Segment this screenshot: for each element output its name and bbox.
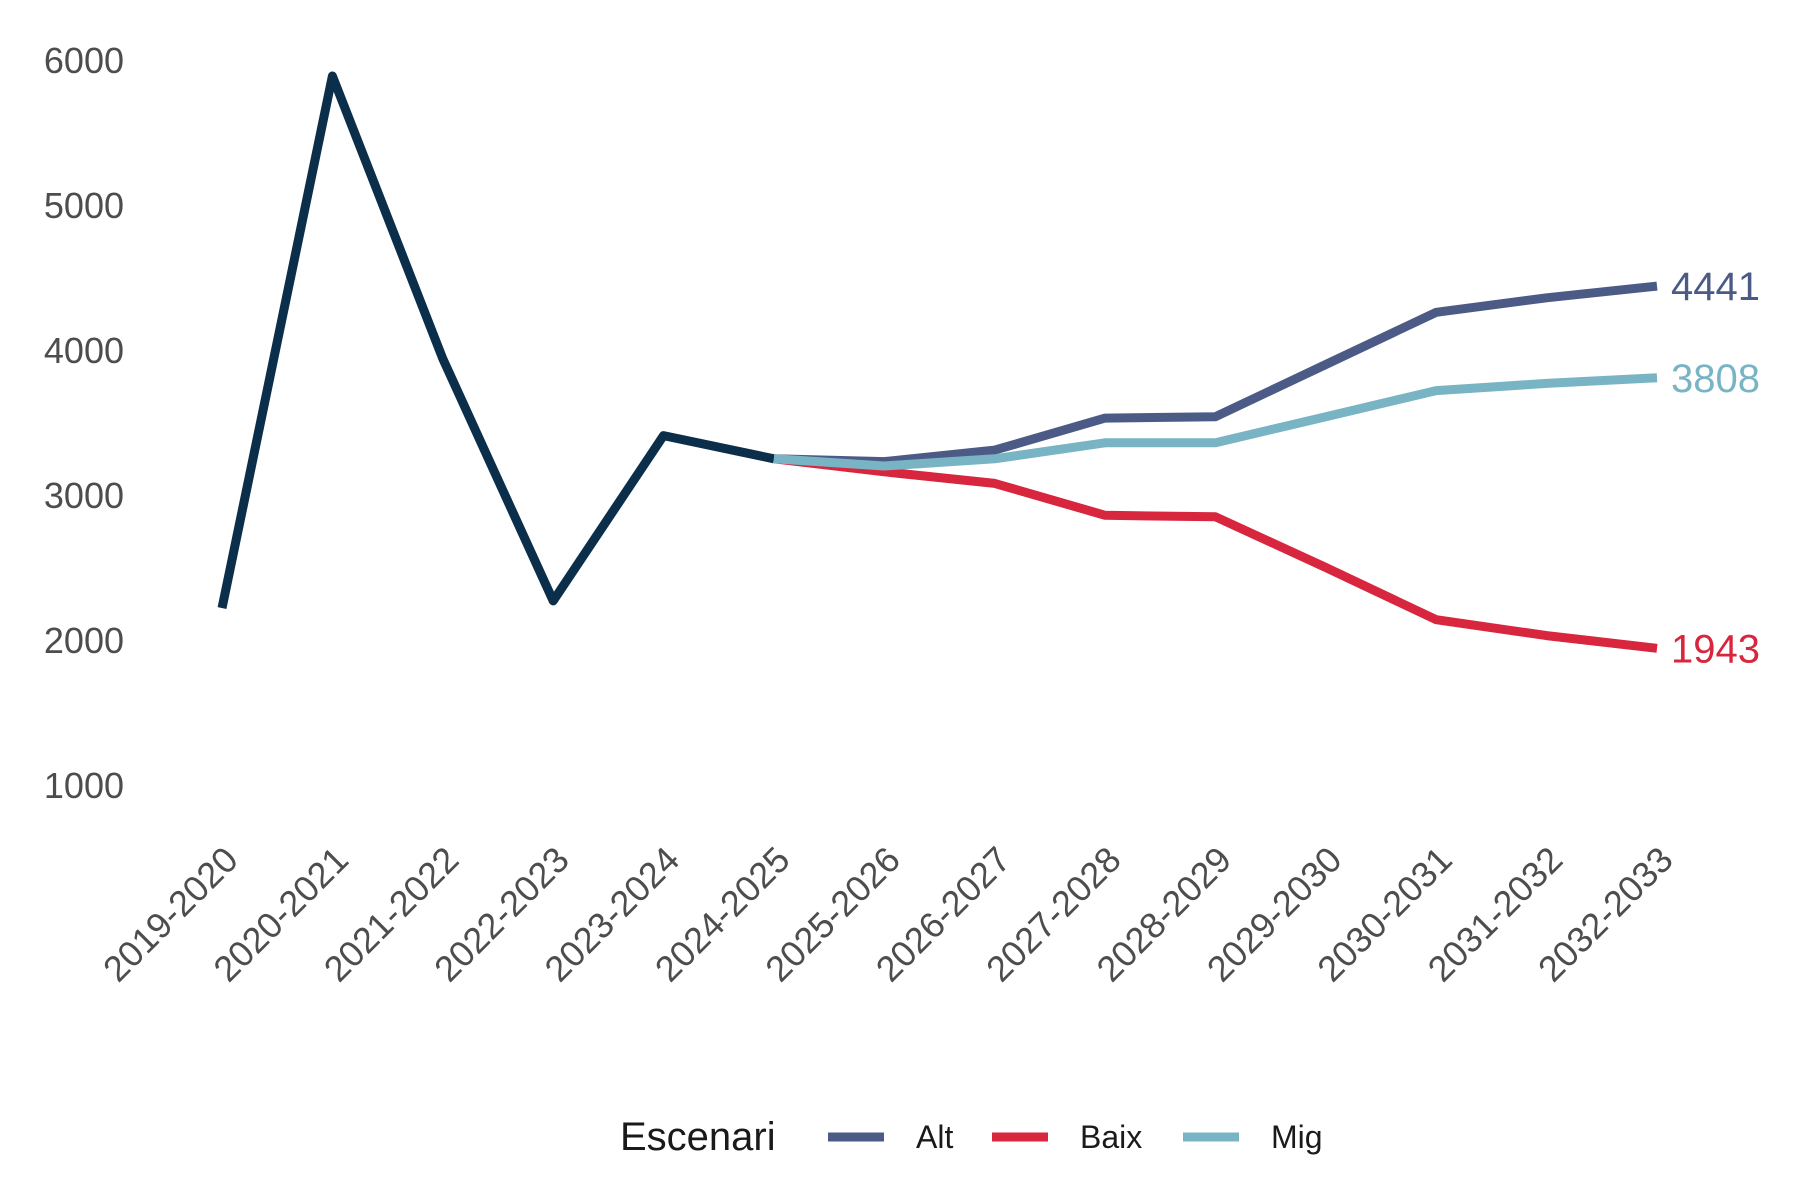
y-tick-label: 2000	[44, 620, 124, 661]
end-labels: 4441 1943 3808	[1671, 265, 1760, 671]
series-line-mig	[773, 373, 1658, 471]
legend-label-baix: Baix	[1080, 1119, 1142, 1155]
end-label-mig: 3808	[1671, 357, 1760, 401]
y-tick-label: 6000	[44, 40, 124, 81]
end-label-baix: 1943	[1671, 627, 1760, 671]
legend-title: Escenari	[620, 1115, 776, 1159]
y-tick-label: 1000	[44, 765, 124, 806]
legend-label-mig: Mig	[1271, 1119, 1323, 1155]
series-lines	[217, 71, 1658, 653]
y-tick-label: 4000	[44, 330, 124, 371]
series-line-baix	[773, 454, 1658, 653]
y-tick-label: 3000	[44, 475, 124, 516]
y-tick-label: 5000	[44, 185, 124, 226]
x-axis: 2019-20202020-20212021-20222022-20232023…	[95, 839, 1681, 990]
legend-label-alt: Alt	[916, 1119, 953, 1155]
series-line-alt	[773, 281, 1658, 467]
end-label-alt: 4441	[1671, 265, 1760, 309]
y-axis: 1000 2000 3000 4000 5000 6000	[44, 40, 124, 806]
series-line-historical	[217, 71, 775, 610]
legend: Escenari Alt Baix Mig	[620, 1115, 1323, 1159]
